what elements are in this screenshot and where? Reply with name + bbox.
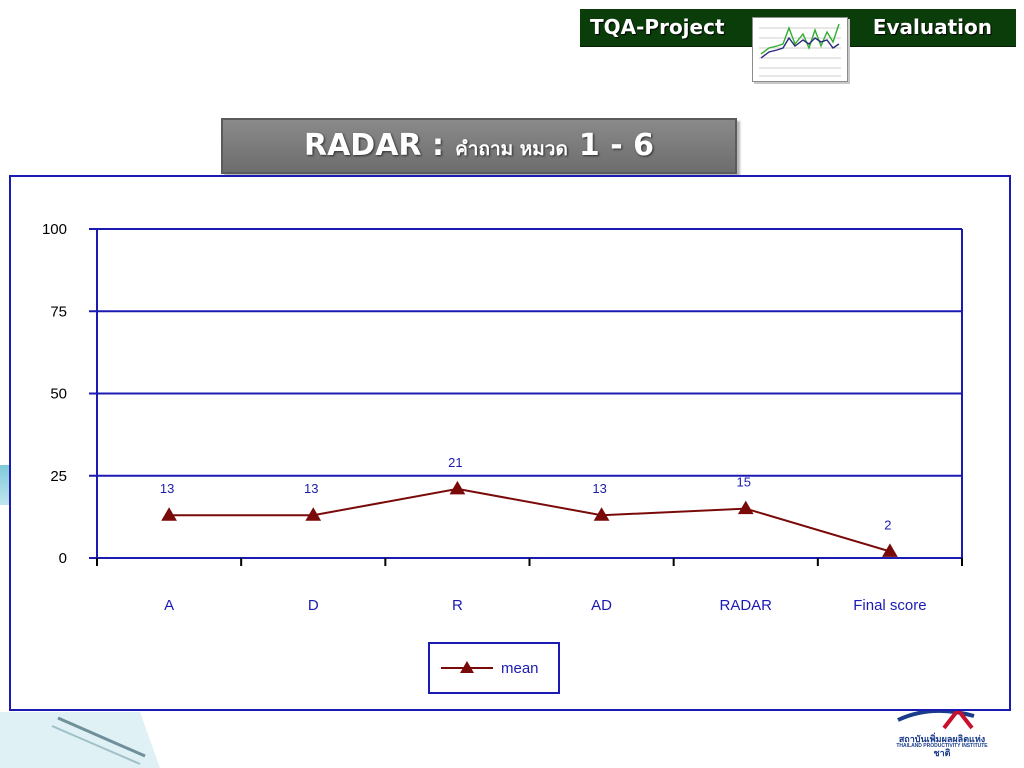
legend-label: mean bbox=[501, 660, 539, 677]
logo-text-thai: สถาบันเพิ่มผลผลิตแห่งชาติ bbox=[898, 734, 986, 758]
data-label: 15 bbox=[737, 475, 751, 490]
y-tick-label: 50 bbox=[50, 386, 67, 403]
x-tick-label: RADAR bbox=[719, 597, 772, 614]
project-label: TQA-Project bbox=[590, 15, 725, 39]
chart-frame: 0 25 50 75 100 A D R AD RADAR Final score 13 13 21 13 1… bbox=[9, 175, 1011, 711]
data-label: 2 bbox=[884, 517, 891, 532]
x-tick-label: R bbox=[452, 597, 463, 614]
title-range: 1 - 6 bbox=[578, 128, 654, 163]
slide-title: RADAR : คำถาม หมวด 1 - 6 bbox=[221, 118, 737, 174]
data-point-marker bbox=[161, 507, 177, 521]
data-label: 13 bbox=[592, 481, 606, 496]
data-label: 21 bbox=[448, 455, 462, 470]
decorative-swoosh bbox=[0, 465, 10, 505]
y-tick-label: 25 bbox=[50, 468, 67, 485]
series-line-mean bbox=[169, 487, 891, 553]
legend-marker bbox=[460, 661, 474, 673]
data-point-marker bbox=[449, 480, 466, 495]
y-tick-label: 75 bbox=[50, 303, 67, 320]
decorative-pen-graphic bbox=[0, 712, 160, 768]
tpi-logo: สถาบันเพิ่มผลผลิตแห่งชาติ THAILAND PRODU… bbox=[892, 706, 992, 766]
data-label: 13 bbox=[160, 481, 174, 496]
data-point-marker bbox=[737, 500, 754, 515]
title-thai: คำถาม หมวด bbox=[455, 138, 568, 160]
data-label: 13 bbox=[304, 481, 318, 496]
x-tick-label: AD bbox=[591, 597, 612, 614]
data-point-marker bbox=[593, 507, 610, 521]
x-tick-label: Final score bbox=[853, 597, 926, 614]
x-tick-label: A bbox=[164, 597, 174, 614]
chart-thumbnail-icon bbox=[752, 17, 848, 82]
data-point-marker bbox=[882, 543, 898, 557]
evaluation-label: Evaluation bbox=[872, 15, 992, 39]
logo-text-english: THAILAND PRODUCTIVITY INSTITUTE bbox=[896, 743, 988, 749]
y-tick-label: 0 bbox=[59, 550, 67, 567]
x-tick-label: D bbox=[308, 597, 319, 614]
title-main: RADAR : bbox=[303, 128, 444, 163]
y-tick-label: 100 bbox=[42, 221, 67, 238]
data-point-marker bbox=[305, 507, 322, 521]
